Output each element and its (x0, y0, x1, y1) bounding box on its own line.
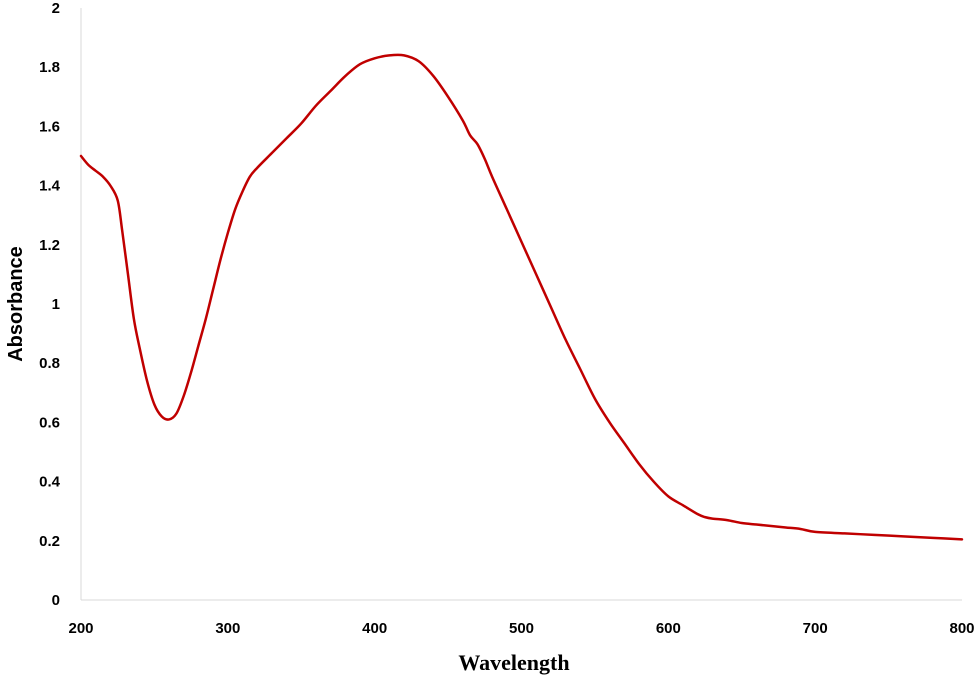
x-tick-label: 700 (803, 620, 828, 637)
chart-axes (80, 8, 962, 601)
y-tick-label: 0 (52, 592, 60, 609)
y-tick-labels: 0 0.2 0.4 0.6 0.8 1 1.2 1.4 1.6 1.8 2 (39, 0, 61, 609)
series-layer (79, 53, 964, 541)
y-tick-label: 0.8 (39, 355, 60, 372)
x-axis-title: Wavelength (458, 650, 569, 675)
x-tick-label: 500 (509, 620, 534, 637)
x-tick-label: 200 (68, 620, 93, 637)
x-tick-label: 400 (362, 620, 387, 637)
y-tick-label: 0.2 (39, 533, 60, 550)
y-tick-label: 0.6 (39, 414, 60, 431)
x-tick-label: 300 (215, 620, 240, 637)
y-tick-label: 0.4 (39, 474, 61, 491)
x-tick-label: 800 (949, 620, 974, 637)
y-tick-label: 1.8 (39, 59, 60, 76)
absorbance-series-line (79, 53, 964, 541)
y-tick-label: 1 (52, 296, 60, 313)
x-tick-label: 600 (656, 620, 681, 637)
y-tick-label: 1.2 (39, 237, 60, 254)
x-tick-labels: 200 300 400 500 600 700 800 (68, 620, 974, 637)
y-axis-title: Absorbance (5, 246, 27, 362)
y-tick-label: 2 (52, 0, 60, 17)
y-tick-label: 1.4 (39, 178, 61, 195)
y-tick-label: 1.6 (39, 118, 60, 135)
